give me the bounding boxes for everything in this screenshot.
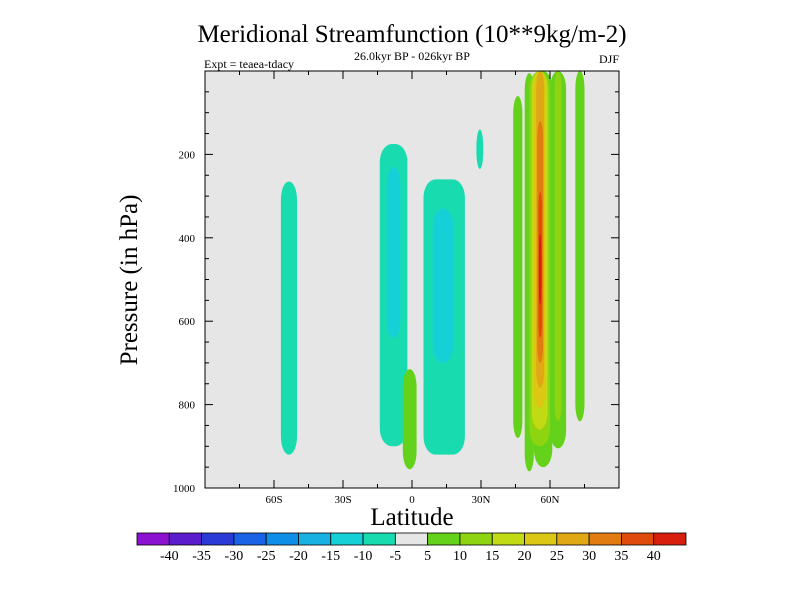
- y-axis-label: Pressure (in hPa): [116, 195, 143, 366]
- contour-region-5: [432, 208, 454, 363]
- colorbar-swatch: [265, 532, 299, 546]
- colorbar-label: -5: [390, 549, 402, 564]
- colorbar-swatch: [233, 532, 267, 546]
- x-axis-ticks: 60S 30S 0 30N 60N: [239, 71, 585, 506]
- x-tick-label: 0: [409, 494, 415, 506]
- colorbar-label: -35: [192, 549, 211, 564]
- colorbar-swatch: [362, 532, 396, 546]
- x-tick-label: 60N: [541, 494, 560, 506]
- chart-title: Meridional Streamfunction (10**9kg/m-2): [197, 21, 626, 48]
- colorbar-label: -25: [257, 549, 276, 564]
- colorbar-swatch: [168, 532, 202, 546]
- y-tick-label: 400: [179, 233, 196, 245]
- contour-region-8: [513, 96, 523, 438]
- colorbar-label: 5: [424, 549, 431, 564]
- y-tick-label: 600: [179, 316, 196, 328]
- y-axis-ticks: 200 400 600 800 1000: [173, 91, 619, 495]
- colorbar-swatch: [394, 532, 429, 546]
- y-tick-label: 1000: [173, 483, 196, 495]
- colorbar-swatch: [588, 532, 622, 546]
- y-tick-label: 200: [179, 149, 196, 161]
- colorbar-label: -30: [225, 549, 244, 564]
- colorbar-label: 10: [453, 549, 467, 564]
- experiment-label: Expt = teaea-tdacy: [204, 57, 294, 71]
- colorbar-label: 15: [485, 549, 499, 564]
- colorbar-label: -20: [289, 549, 308, 564]
- colorbar-swatch: [653, 532, 687, 546]
- season-label: DJF: [599, 52, 619, 66]
- colorbar-label: 35: [614, 549, 628, 564]
- colorbar-swatch: [491, 532, 525, 546]
- contour-region-14: [554, 71, 562, 422]
- y-tick-label: 800: [179, 400, 196, 412]
- contour-region-20: [538, 233, 542, 305]
- x-tick-label: 30S: [334, 494, 351, 506]
- contour-region-6: [476, 129, 484, 169]
- streamfunction-regions: [280, 71, 585, 472]
- colorbar-label: -10: [354, 549, 373, 564]
- colorbar: -40 -35 -30 -25 -20 -15 -10 -5 5 10 15 20 25 30 35 40: [136, 532, 687, 564]
- colorbar-swatch: [201, 532, 235, 546]
- x-tick-label: 60S: [265, 494, 282, 506]
- x-axis-label: Latitude: [370, 504, 453, 531]
- contour-region-3: [386, 166, 401, 338]
- colorbar-swatch: [298, 532, 332, 546]
- colorbar-swatch: [621, 532, 655, 546]
- colorbar-label: -15: [321, 549, 340, 564]
- contour-region-12: [575, 71, 585, 422]
- colorbar-label: 40: [647, 549, 661, 564]
- colorbar-swatch: [427, 532, 461, 546]
- contour-region-1: [280, 181, 297, 455]
- colorbar-swatch: [556, 532, 590, 546]
- contour-region-7: [402, 369, 417, 470]
- colorbar-swatch: [136, 532, 170, 546]
- x-tick-label: 30N: [472, 494, 491, 506]
- colorbar-swatch: [524, 532, 558, 546]
- colorbar-label: -40: [160, 549, 179, 564]
- colorbar-label: 30: [582, 549, 596, 564]
- colorbar-swatch: [330, 532, 364, 546]
- colorbar-swatch: [459, 532, 493, 546]
- colorbar-label: 25: [550, 549, 564, 564]
- colorbar-label: 20: [518, 549, 532, 564]
- chart-subtitle: 26.0kyr BP - 026kyr BP: [354, 49, 470, 63]
